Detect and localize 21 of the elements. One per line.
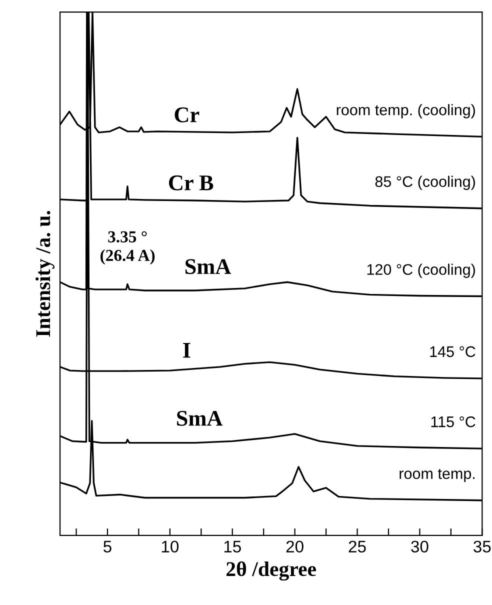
- series-label: 145 °C: [430, 346, 476, 358]
- series-label: 85 °C (cooling): [375, 176, 475, 190]
- annotation: Cr B: [169, 175, 214, 190]
- annotation: SmA: [185, 259, 232, 274]
- series-label: 115 °C: [431, 416, 476, 428]
- series-label: room temp. (cooling): [336, 104, 475, 118]
- x-tick-label: 15: [224, 540, 241, 553]
- series-label: 120 °C (cooling): [367, 264, 475, 278]
- annotation: 3.35 ° (26.4 A): [100, 231, 155, 264]
- x-tick-label: 35: [474, 540, 491, 553]
- x-tick-label: 20: [286, 540, 304, 553]
- x-tick-label: 5: [104, 540, 112, 553]
- annotation: SmA: [177, 410, 223, 426]
- series-label: room temp.: [400, 469, 475, 482]
- y-axis-title: Intensity /a. u.: [36, 211, 54, 337]
- annotation: I: [183, 343, 190, 358]
- annotation: Cr: [174, 107, 200, 122]
- x-tick-label: 30: [411, 540, 428, 553]
- x-tick-label: 10: [162, 540, 179, 553]
- x-tick-label: 25: [348, 540, 366, 553]
- x-axis-title: 2θ /degree: [226, 561, 316, 581]
